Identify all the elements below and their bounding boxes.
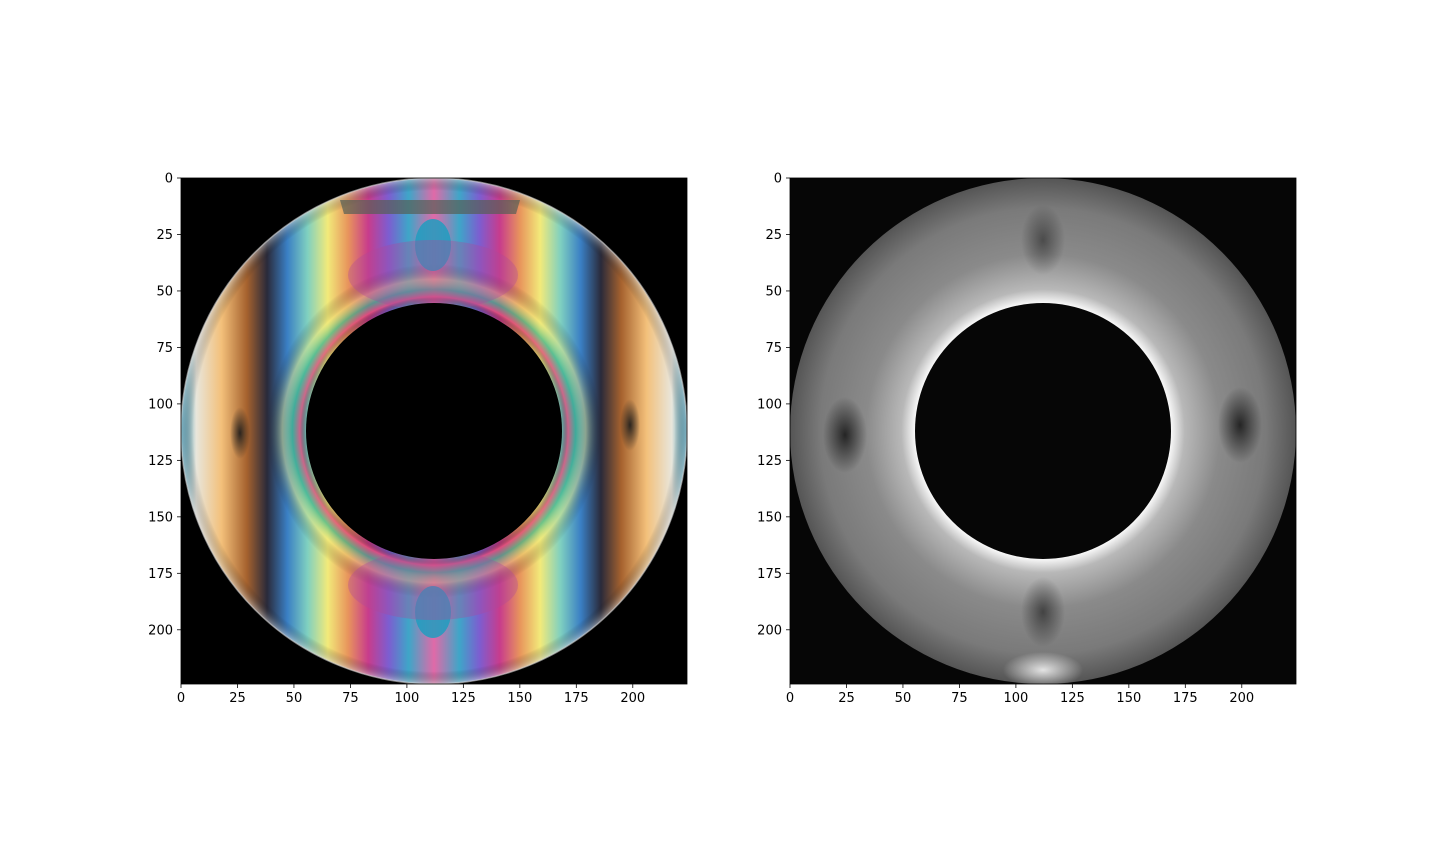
left-y-tick-label: 100 — [148, 397, 173, 412]
right-bright-spot-bottom — [1003, 652, 1083, 684]
right-y-tick-label: 50 — [765, 284, 782, 299]
right-x-tick-label: 175 — [1173, 691, 1198, 706]
left-y-tick-label: 25 — [156, 228, 173, 243]
right-y-tick-label: 150 — [757, 510, 782, 525]
left-x-tick-label: 125 — [451, 691, 476, 706]
left-x-tick-label: 100 — [394, 691, 419, 706]
left-dark-spot-left — [230, 407, 250, 459]
right-y-tick-label: 25 — [765, 228, 782, 243]
left-axes-frame — [180, 177, 688, 685]
right-y-tick-label: 175 — [757, 567, 782, 582]
right-ring-hole — [915, 303, 1171, 559]
right-x-tick-label: 125 — [1060, 691, 1085, 706]
right-y-tick-label: 0 — [774, 172, 782, 187]
left-dark-spot-right — [620, 399, 640, 451]
right-y-tick-label: 100 — [757, 397, 782, 412]
left-y-tick-label: 50 — [156, 284, 173, 299]
right-x-tick-label: 25 — [838, 691, 855, 706]
right-dark-spot-bottom — [1021, 577, 1065, 647]
left-x-tick-label: 150 — [507, 691, 532, 706]
left-x-tick-label: 200 — [620, 691, 645, 706]
left-y-tick-label: 150 — [148, 510, 173, 525]
left-x-tick-label: 50 — [286, 691, 303, 706]
left-y-tick-label: 200 — [148, 623, 173, 638]
left-image-panel — [181, 178, 687, 684]
right-x-tick-label: 200 — [1229, 691, 1254, 706]
right-axes-frame — [789, 177, 1297, 685]
right-x-tick-label: 75 — [951, 691, 968, 706]
left-clamp-shadow — [340, 200, 520, 214]
right-x-tick-label: 100 — [1003, 691, 1028, 706]
right-y-tick-label: 125 — [757, 454, 782, 469]
left-y-tick-label: 0 — [165, 172, 173, 187]
right-image-panel — [790, 178, 1296, 684]
left-x-tick-label: 175 — [564, 691, 589, 706]
left-magenta-band-top — [348, 240, 518, 310]
left-cyan-spot-bottom — [415, 586, 451, 638]
left-x-tick-label: 25 — [229, 691, 246, 706]
left-y-tick-label: 175 — [148, 567, 173, 582]
tick-layer: 0 25 50 75 100 125 150 175 200 0 25 50 75 100 125 150 17… — [148, 172, 1254, 707]
left-ring-hole — [306, 303, 562, 559]
right-x-tick-label: 150 — [1116, 691, 1141, 706]
left-y-tick-label: 125 — [148, 454, 173, 469]
right-dark-spot-left — [823, 397, 867, 473]
left-magenta-band-bottom — [348, 550, 518, 620]
left-cyan-spot-top — [415, 219, 451, 271]
right-x-tick-label: 0 — [786, 691, 794, 706]
right-y-tick-label: 200 — [757, 623, 782, 638]
right-dark-spot-top — [1021, 205, 1065, 275]
left-x-tick-label: 75 — [342, 691, 359, 706]
right-dark-spot-right — [1218, 387, 1262, 463]
right-y-tick-label: 75 — [765, 341, 782, 356]
left-x-tick-label: 0 — [177, 691, 185, 706]
left-y-tick-label: 75 — [156, 341, 173, 356]
right-x-tick-label: 50 — [895, 691, 912, 706]
